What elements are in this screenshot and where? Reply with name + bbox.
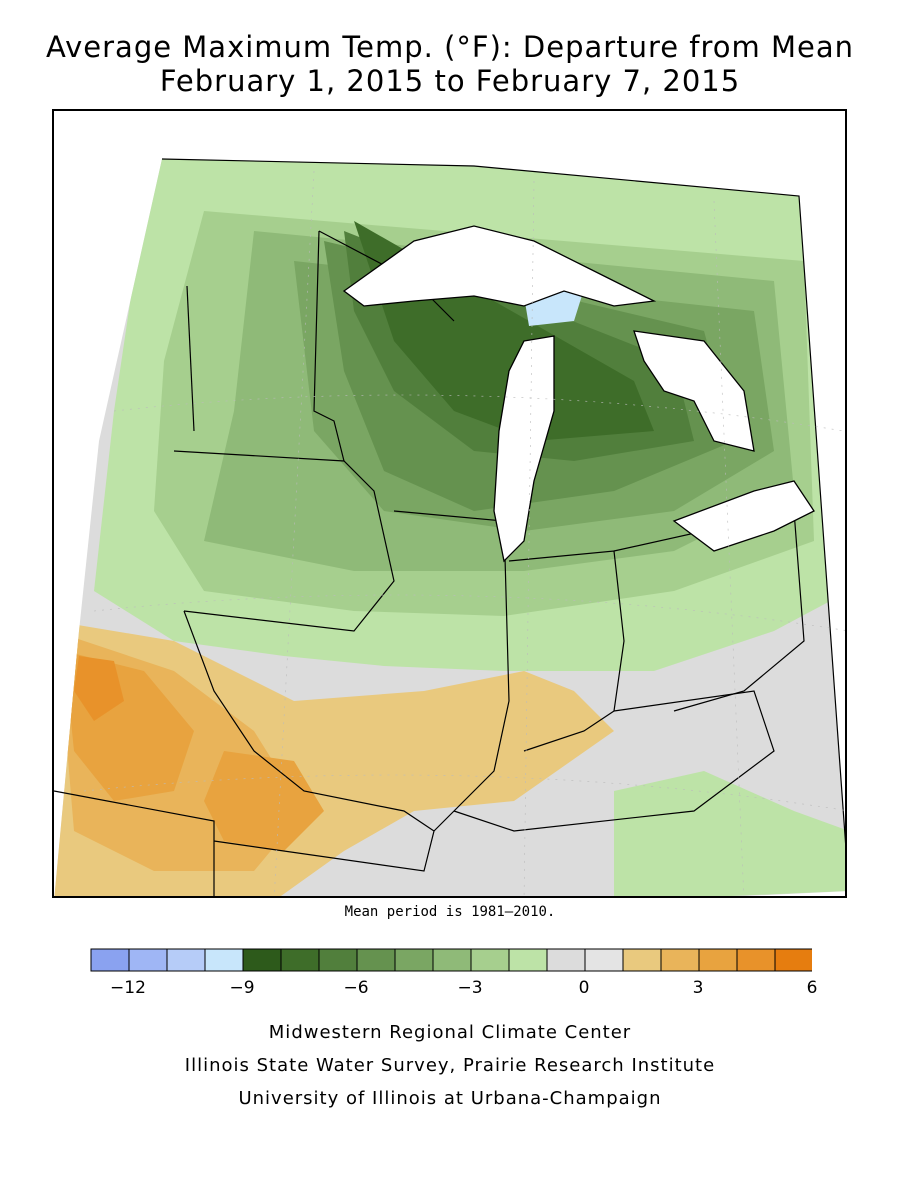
legend-swatch: [622, 948, 662, 972]
legend-swatch: [318, 948, 358, 972]
credit-university: University of Illinois at Urbana-Champai…: [238, 1088, 662, 1109]
great-lakes: [342, 225, 815, 563]
legend-swatch: [774, 948, 812, 972]
missouri-boundary: [183, 610, 435, 872]
legend-tick-label: 6: [806, 978, 818, 998]
iowa-boundary: [173, 450, 395, 632]
map-date-range: February 1, 2015 to February 7, 2015: [159, 64, 741, 98]
light-green-southeast-shading: [614, 771, 845, 896]
illinois-boundary: [393, 510, 510, 832]
legend-swatch: [394, 948, 434, 972]
legend-swatch: [698, 948, 738, 972]
legend-swatch: [204, 948, 244, 972]
indiana-boundary: [508, 550, 625, 752]
credit-isws: Illinois State Water Survey, Prairie Res…: [184, 1055, 716, 1076]
credit-mrcc: Midwestern Regional Climate Center: [268, 1022, 632, 1043]
dark-orange-shading-2: [204, 751, 324, 851]
color-legend: [90, 948, 812, 972]
deep-orange-shading: [74, 656, 124, 721]
legend-tick-label: 3: [692, 978, 704, 998]
temperature-departure-map: [52, 109, 847, 898]
legend-swatch: [280, 948, 320, 972]
lake-michigan: [493, 335, 555, 563]
lake-superior: [342, 225, 657, 307]
legend-swatch: [90, 948, 130, 972]
legend-swatch: [546, 948, 586, 972]
legend-swatch: [736, 948, 776, 972]
dakotas-boundary: [186, 285, 195, 432]
legend-tick-label: −6: [343, 978, 369, 998]
minnesota-east-boundary: [313, 230, 345, 462]
boundary-lines: [54, 158, 845, 896]
lake-erie: [672, 480, 815, 552]
legend-tick-label: −12: [110, 978, 146, 998]
legend-swatch: [584, 948, 624, 972]
kentucky-boundary: [453, 690, 775, 832]
legend-tick-label: −3: [457, 978, 483, 998]
lake-huron: [633, 330, 755, 452]
legend-swatch: [128, 948, 168, 972]
legend-swatch: [166, 948, 206, 972]
legend-tick-label: 0: [578, 978, 590, 998]
legend-swatch: [356, 948, 396, 972]
map-boundary-top: [161, 158, 845, 844]
legend-swatch: [470, 948, 510, 972]
legend-swatch: [432, 948, 472, 972]
mean-period-note: Mean period is 1981–2010.: [344, 904, 556, 920]
legend-swatch: [242, 948, 282, 972]
legend-swatch: [508, 948, 548, 972]
kansas-oklahoma-boundary: [54, 790, 215, 896]
legend-swatch: [660, 948, 700, 972]
temperature-field: [54, 159, 845, 896]
legend-tick-label: −9: [229, 978, 255, 998]
graticule: [83, 170, 845, 896]
map-title: Average Maximum Temp. (°F): Departure fr…: [45, 30, 855, 64]
